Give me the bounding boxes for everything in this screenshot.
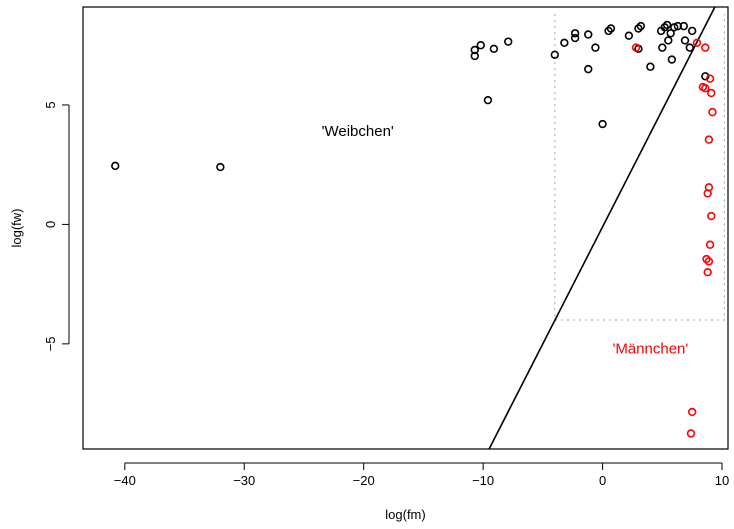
dotted-region: [554, 14, 726, 321]
data-point-red: [705, 74, 715, 83]
data-point-red: [686, 429, 696, 438]
data-point-red: [631, 43, 641, 52]
data-point-black: [570, 29, 580, 38]
annotations: 'Weibchen' 'Männchen': [322, 123, 689, 357]
data-point-black: [604, 26, 613, 36]
data-point-black: [560, 38, 569, 48]
data-point-red: [704, 257, 714, 266]
data-point-red: [692, 38, 702, 48]
data-point-black: [504, 37, 513, 46]
x-tick-label: −20: [353, 473, 375, 488]
data-point-red: [707, 211, 716, 221]
data-point-black: [489, 44, 499, 54]
data-point-black: [670, 23, 679, 32]
data-point-black: [584, 64, 593, 74]
y-tick-label: 5: [43, 101, 58, 108]
data-point-black: [687, 26, 697, 36]
data-point-red: [705, 240, 715, 249]
data-point-black: [570, 33, 580, 43]
data-point-red: [703, 268, 712, 277]
annotation-weibchen: 'Weibchen': [322, 123, 394, 140]
data-point-black: [584, 30, 593, 39]
data-point-black: [685, 43, 694, 52]
x-tick-label: −40: [114, 473, 136, 488]
data-point-red: [701, 84, 710, 93]
data-point-black: [636, 21, 646, 31]
x-axis-title: log(fm): [385, 507, 425, 522]
data-point-black: [470, 45, 479, 55]
x-tick-label: −30: [233, 473, 255, 488]
data-point-black: [666, 29, 675, 38]
data-point-black: [598, 119, 607, 129]
data-point-black: [658, 43, 667, 52]
data-point-black: [550, 50, 560, 59]
data-point-red: [701, 43, 710, 52]
data-point-red: [687, 407, 697, 417]
data-point-black: [662, 20, 672, 30]
data-point-black: [646, 62, 655, 71]
data-point-red: [707, 88, 716, 98]
plot-frame: [82, 6, 729, 450]
data-point-red: [703, 189, 712, 198]
x-tick-label: 10: [715, 473, 729, 488]
reference-line: [488, 6, 716, 450]
y-axis: −5 0 5: [43, 101, 70, 351]
data-point-black: [664, 36, 673, 45]
data-point-black: [667, 55, 677, 64]
y-tick-label: 0: [43, 221, 58, 228]
x-axis: −40 −30 −20 −10 0 10: [114, 462, 729, 488]
data-point-black: [624, 31, 634, 40]
data-point-black: [660, 23, 669, 32]
y-tick-label: −5: [43, 336, 58, 351]
data-point-black: [606, 24, 616, 33]
y-axis-title: log(fw): [9, 208, 24, 247]
data-point-black: [634, 24, 643, 33]
data-point-black: [483, 95, 493, 105]
diagonal-reference-line: [488, 6, 716, 450]
annotation-maennchen: 'Männchen': [612, 341, 688, 358]
data-point-red: [708, 107, 717, 117]
data-point-black: [680, 36, 690, 45]
data-points: [111, 20, 717, 438]
data-point-red: [702, 254, 711, 264]
data-point-black: [111, 161, 120, 171]
dotted-box-outline: [554, 14, 726, 321]
data-point-black: [673, 21, 683, 31]
x-tick-label: −10: [472, 473, 494, 488]
data-point-black: [679, 21, 689, 31]
data-point-black: [216, 162, 225, 172]
data-point-red: [704, 135, 714, 144]
x-tick-label: 0: [599, 473, 606, 488]
data-point-black: [476, 41, 485, 50]
data-point-black: [470, 51, 479, 61]
data-point-black: [591, 43, 600, 52]
